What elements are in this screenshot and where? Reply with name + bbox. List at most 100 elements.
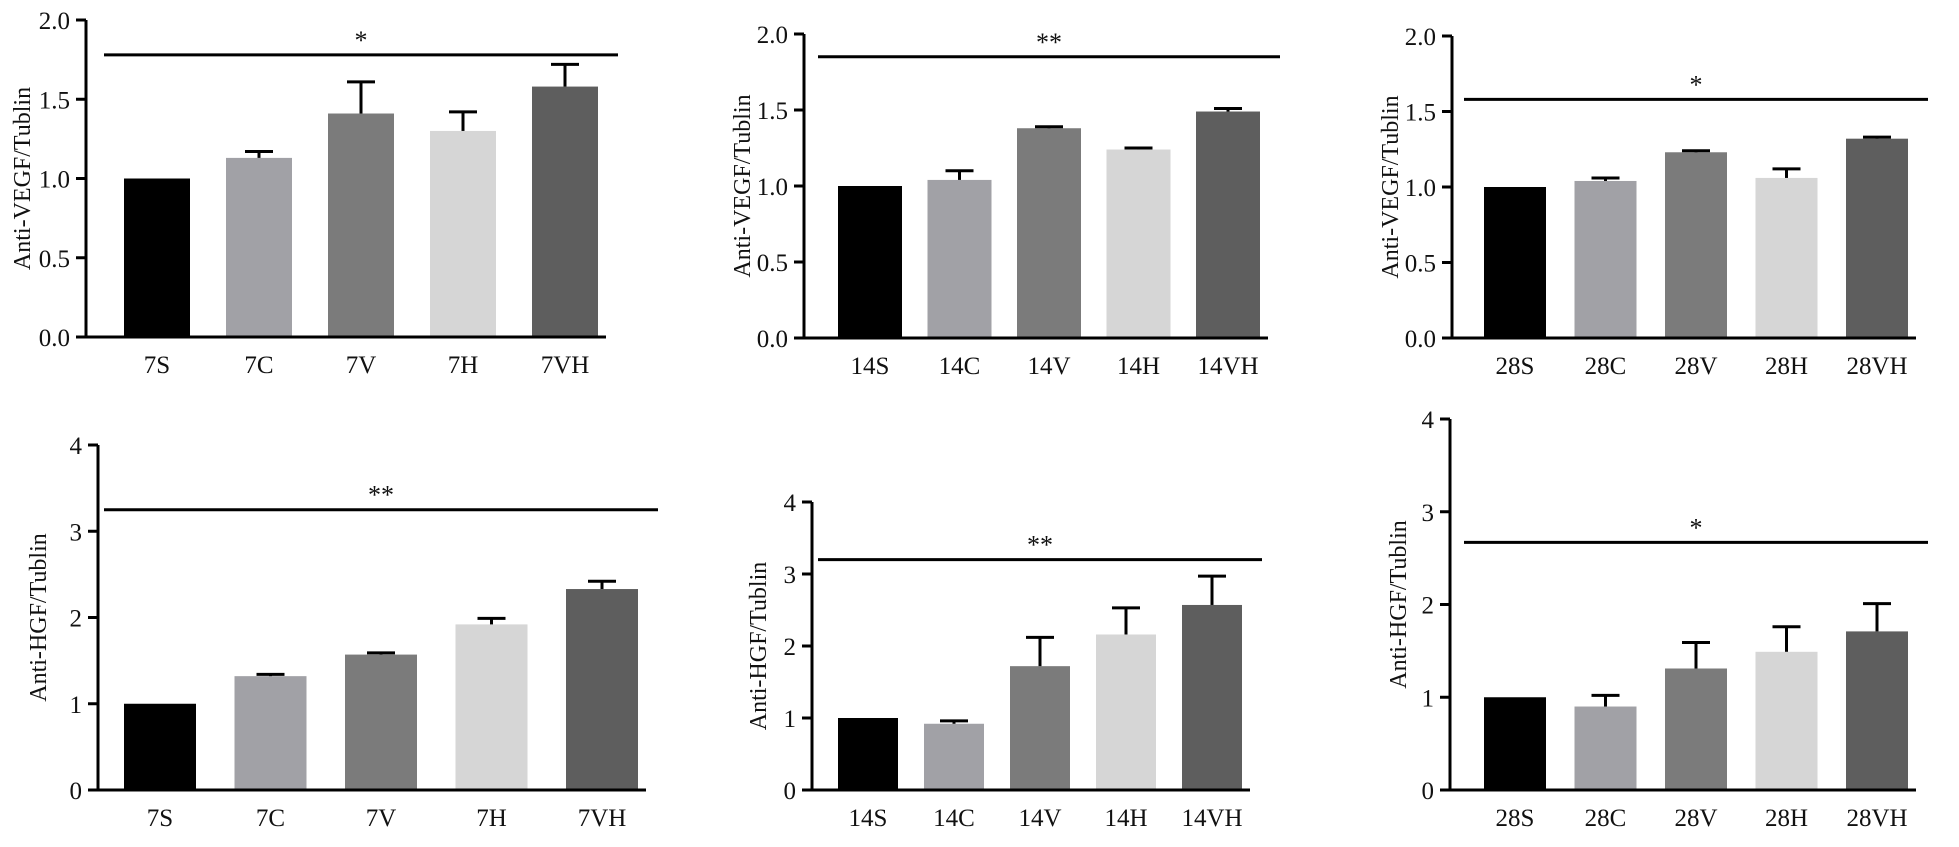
bar-28v — [1665, 668, 1727, 790]
y-tick-label: 1 — [784, 706, 797, 733]
category-label: 7S — [147, 805, 173, 832]
category-label: 28VH — [1846, 805, 1907, 832]
bar-28c — [1574, 180, 1637, 338]
y-tick-label: 1 — [1422, 685, 1435, 712]
significance-marker: ** — [1027, 531, 1053, 560]
bar-28h — [1755, 651, 1818, 790]
category-label: 14S — [849, 805, 888, 832]
y-tick-label: 2 — [70, 606, 83, 633]
significance-marker: ** — [1036, 28, 1062, 57]
y-tick-label: 0 — [784, 778, 797, 805]
y-axis-title: Anti-VEGF/Tublin — [1378, 95, 1404, 278]
significance-marker: * — [355, 26, 368, 55]
bar-14v — [1017, 128, 1081, 338]
category-label: 7S — [144, 352, 170, 379]
y-tick-label: 1.5 — [39, 87, 70, 114]
category-label: 7H — [476, 805, 507, 832]
y-tick-label: 4 — [1422, 407, 1435, 434]
y-tick-label: 1.5 — [757, 98, 788, 125]
bar-7h — [455, 624, 528, 790]
bar-7s — [124, 703, 196, 790]
y-tick-label: 1.0 — [1405, 175, 1436, 202]
significance-marker: * — [1690, 513, 1703, 542]
y-tick-label: 0.0 — [757, 326, 788, 353]
y-tick-label: 2.0 — [39, 8, 70, 35]
category-label: 28S — [1496, 353, 1535, 380]
y-axis-title: Anti-HGF/Tublin — [746, 562, 772, 731]
y-tick-label: 2 — [1422, 593, 1435, 620]
y-tick-label: 2 — [784, 634, 797, 661]
chart-panel-1: 7S 7C 7V 7H 7VH 0.0 0.5 1.0 1.5 2.0 Anti-VEGF/Tubl… — [10, 8, 618, 379]
category-label: 14VH — [1181, 805, 1242, 832]
category-label: 14C — [939, 353, 981, 380]
bar-7c — [226, 157, 292, 337]
y-tick-label: 0.5 — [39, 246, 70, 273]
category-label: 7VH — [578, 805, 627, 832]
category-label: 7V — [366, 805, 397, 832]
y-tick-label: 2.0 — [1405, 24, 1436, 51]
bar-28h — [1755, 177, 1818, 338]
bar-28s — [1484, 697, 1546, 790]
y-axis-title: Anti-VEGF/Tublin — [730, 94, 756, 277]
category-label: 7C — [256, 805, 285, 832]
y-tick-label: 0.5 — [757, 250, 788, 277]
bar-28v — [1665, 152, 1727, 338]
significance-marker: * — [1690, 70, 1703, 99]
bar-7h — [430, 130, 496, 337]
bar-28vh — [1846, 138, 1908, 338]
category-label: 28C — [1585, 805, 1627, 832]
y-axis-title: Anti-HGF/Tublin — [1386, 520, 1412, 689]
bar-14s — [838, 186, 902, 338]
chart-panel-5: 14S 14C 14V 14H 14VH 0 1 2 3 4 Anti-HGF/Tublin ** — [746, 490, 1262, 832]
category-label: 14VH — [1197, 353, 1258, 380]
y-tick-label: 3 — [1422, 500, 1435, 527]
y-tick-label: 4 — [70, 433, 83, 460]
y-tick-label: 1.5 — [1405, 100, 1436, 127]
bar-14h — [1096, 634, 1156, 790]
y-tick-label: 2.0 — [757, 22, 788, 49]
y-tick-label: 1.0 — [39, 167, 70, 194]
bar-7v — [345, 654, 417, 790]
category-label: 7H — [448, 352, 479, 379]
category-label: 28C — [1585, 353, 1627, 380]
y-tick-label: 3 — [784, 562, 797, 589]
category-label: 14H — [1117, 353, 1160, 380]
y-tick-label: 4 — [784, 490, 797, 517]
y-axis-title: Anti-HGF/Tublin — [26, 533, 52, 702]
category-label: 28VH — [1846, 353, 1907, 380]
y-tick-label: 1.0 — [757, 174, 788, 201]
category-label: 14H — [1104, 805, 1147, 832]
y-tick-label: 0.5 — [1405, 251, 1436, 278]
bar-7vh — [566, 589, 638, 790]
chart-panel-3: 28S 28C 28V 28H 28VH 0.0 0.5 1.0 1.5 2.0 Anti-VEGF… — [1378, 24, 1928, 380]
bar-28vh — [1846, 631, 1908, 790]
category-label: 14C — [933, 805, 975, 832]
bar-28c — [1574, 706, 1637, 790]
category-label: 28V — [1674, 805, 1717, 832]
category-label: 14V — [1027, 353, 1070, 380]
chart-panel-6: 28S 28C 28V 28H 28VH 0 1 2 3 4 Anti-HGF/Tublin * — [1386, 407, 1928, 832]
chart-panel-2: 14S 14C 14V 14H 14VH 0.0 0.5 1.0 1.5 2.0 Anti-VEGF… — [730, 22, 1280, 380]
bar-14v — [1010, 666, 1070, 790]
y-tick-label: 1 — [70, 692, 83, 719]
category-label: 7C — [244, 352, 273, 379]
category-label: 28H — [1765, 353, 1808, 380]
y-tick-label: 0.0 — [39, 325, 70, 352]
chart-panel-4: 7S 7C 7V 7H 7VH 0 1 2 3 4 Anti-HGF/Tublin ** — [26, 433, 658, 832]
category-label: 28V — [1674, 353, 1717, 380]
category-label: 14S — [851, 353, 890, 380]
significance-marker: ** — [368, 481, 394, 510]
bar-28s — [1484, 187, 1546, 338]
category-label: 14V — [1018, 805, 1061, 832]
y-tick-label: 3 — [70, 519, 83, 546]
y-axis-title: Anti-VEGF/Tublin — [10, 87, 36, 270]
bar-7vh — [532, 86, 598, 337]
bar-14vh — [1182, 604, 1242, 790]
category-label: 7V — [346, 352, 377, 379]
category-label: 7VH — [541, 352, 590, 379]
y-tick-label: 0 — [1422, 778, 1435, 805]
bar-7s — [124, 178, 190, 337]
bar-14h — [1106, 149, 1171, 338]
